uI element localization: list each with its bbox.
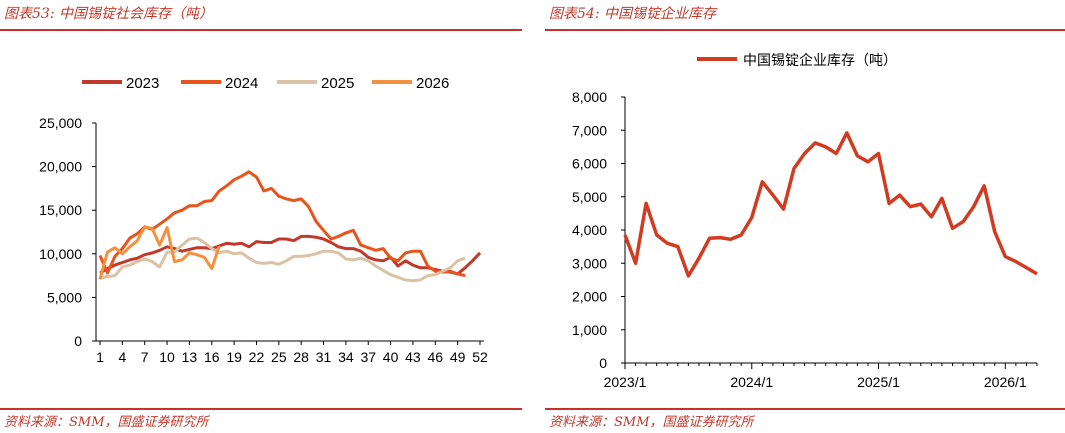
y-tick-label: 6,000 [572, 156, 607, 172]
panel-title: 图表54: 中国锡锭企业库存 [549, 6, 716, 22]
x-tick-label: 25 [271, 349, 287, 365]
x-tick-label: 16 [204, 349, 220, 365]
series-line-2026 [98, 225, 221, 280]
legend-label-2026: 2026 [416, 75, 449, 92]
line-chart-social-inventory: 0 5,000 10,000 15,000 20,000 25,000 1 4 7 10 13 16 1… [39, 75, 488, 365]
source-note: 资料来源：SMM，国盛证券研究所 [4, 415, 209, 430]
y-tick-label: 20,000 [39, 159, 82, 175]
series-line-enterprise-inventory [623, 131, 1038, 278]
y-tick-label: 2,000 [572, 289, 607, 305]
legend-label-2024: 2024 [225, 75, 258, 92]
x-tick-label: 22 [249, 349, 265, 365]
series-line-2025 [99, 236, 466, 283]
bottom-rule [545, 408, 1065, 410]
bottom-rule [0, 408, 522, 410]
x-tick-label: 2024/1 [730, 374, 773, 390]
x-tick-label: 10 [159, 349, 175, 365]
line-chart-enterprise-inventory: 0 1,000 2,000 3,000 4,000 5,000 6,000 7,000 8,00… [572, 52, 1038, 390]
top-rule [545, 29, 1065, 31]
y-tick-label: 0 [74, 333, 82, 349]
x-tick-label: 52 [472, 349, 488, 365]
x-tick-label: 43 [405, 349, 421, 365]
y-tick-label: 7,000 [572, 122, 607, 138]
x-tick-label: 28 [293, 349, 309, 365]
chart-panel-enterprise-inventory: 图表54: 中国锡锭企业库存 0 1,000 2,000 3,000 4,000 5,00… [545, 0, 1065, 433]
x-tick-label: 2025/1 [857, 374, 900, 390]
y-tick-label: 3,000 [572, 255, 607, 271]
source-note: 资料来源：SMM，国盛证券研究所 [549, 415, 754, 430]
x-tick-label: 1 [96, 349, 104, 365]
y-tick-label: 0 [599, 355, 607, 371]
x-tick-label: 46 [428, 349, 444, 365]
y-tick-label: 1,000 [572, 322, 607, 338]
y-tick-label: 5,000 [572, 189, 607, 205]
legend-label-2023: 2023 [126, 75, 159, 92]
legend-label: 中国锡锭企业库存（吨） [743, 52, 897, 69]
chart-panel-social-inventory: 图表53: 中国锡锭社会库存（吨） 0 5,000 10,000 15,000 20,0… [0, 0, 522, 433]
y-tick-label: 5,000 [47, 289, 82, 305]
x-tick-label: 2026/1 [984, 374, 1027, 390]
x-tick-label: 2023/1 [604, 374, 647, 390]
x-tick-label: 13 [182, 349, 198, 365]
x-tick-label: 34 [338, 349, 354, 365]
x-tick-label: 37 [360, 349, 376, 365]
x-tick-label: 19 [226, 349, 242, 365]
x-tick-label: 49 [450, 349, 466, 365]
legend-label-2025: 2025 [321, 75, 354, 92]
y-tick-label: 25,000 [39, 115, 82, 131]
y-tick-label: 15,000 [39, 202, 82, 218]
x-tick-label: 31 [316, 349, 332, 365]
panel-title: 图表53: 中国锡锭社会库存（吨） [4, 6, 213, 22]
x-tick-label: 4 [118, 349, 126, 365]
y-tick-label: 4,000 [572, 222, 607, 238]
x-tick-label: 7 [141, 349, 149, 365]
series-line-2023 [99, 234, 482, 276]
y-tick-label: 8,000 [572, 89, 607, 105]
top-rule [0, 29, 522, 31]
x-tick-label: 40 [383, 349, 399, 365]
y-tick-label: 10,000 [39, 246, 82, 262]
series-line-2024 [98, 170, 466, 278]
